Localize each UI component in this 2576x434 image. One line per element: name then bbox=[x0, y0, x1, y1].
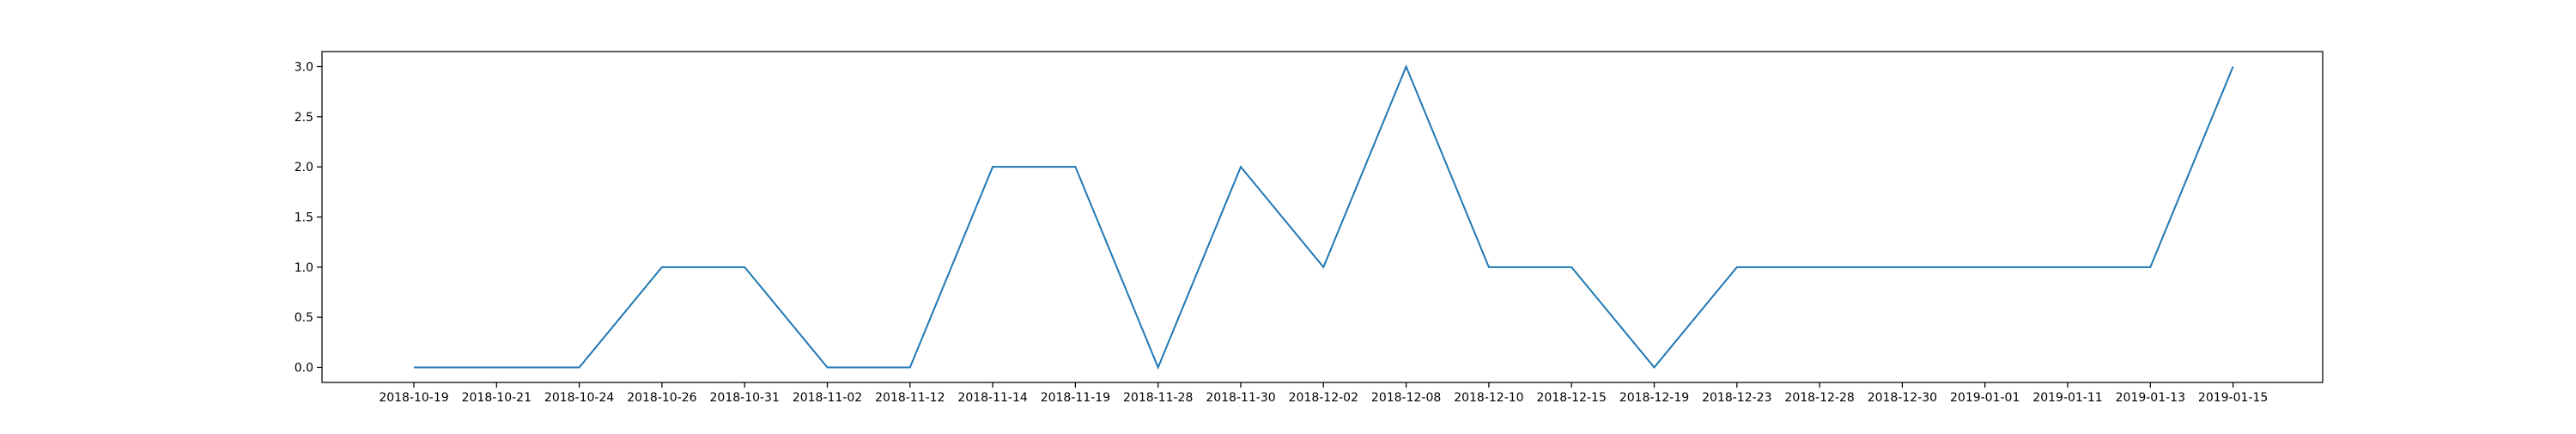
x-tick-label: 2018-11-30 bbox=[1206, 391, 1275, 405]
x-tick-label: 2018-10-19 bbox=[379, 391, 448, 405]
x-tick-label: 2018-12-28 bbox=[1784, 391, 1854, 405]
x-tick-label: 2018-11-19 bbox=[1041, 391, 1110, 405]
y-tick-label: 2.0 bbox=[295, 161, 313, 174]
x-tick-label: 2018-10-31 bbox=[710, 391, 780, 405]
plot-frame bbox=[322, 52, 2323, 382]
x-tick-label: 2018-12-08 bbox=[1371, 391, 1441, 405]
y-tick-label: 3.0 bbox=[295, 61, 313, 75]
x-tick-label: 2018-10-24 bbox=[544, 391, 614, 405]
x-tick-label: 2019-01-13 bbox=[2116, 391, 2185, 405]
x-axis: 2018-10-19 2018-10-21 2018-10-24 2018-10-26… bbox=[379, 382, 2268, 405]
y-tick-label: 0.0 bbox=[295, 362, 313, 376]
series-line bbox=[414, 67, 2233, 368]
series-layer bbox=[414, 66, 2233, 367]
y-tick-label: 0.5 bbox=[295, 311, 313, 325]
y-tick-label: 1.0 bbox=[295, 261, 313, 275]
x-tick-label: 2018-11-12 bbox=[875, 391, 945, 405]
x-tick-label: 2018-12-10 bbox=[1454, 391, 1523, 405]
x-tick-label: 2018-12-15 bbox=[1537, 391, 1607, 405]
x-tick-label: 2018-11-14 bbox=[957, 391, 1027, 405]
x-tick-label: 2018-11-28 bbox=[1123, 391, 1193, 405]
x-tick-label: 2018-11-02 bbox=[793, 391, 862, 405]
x-tick-label: 2018-12-19 bbox=[1619, 391, 1689, 405]
x-tick-label: 2018-12-30 bbox=[1868, 391, 1937, 405]
x-tick-label: 2019-01-15 bbox=[2198, 391, 2268, 405]
y-tick-label: 2.5 bbox=[295, 111, 313, 125]
y-axis: 0.0 0.5 1.0 1.5 2.0 2.5 3.0 bbox=[295, 61, 322, 376]
x-tick-label: 2019-01-01 bbox=[1950, 391, 2020, 405]
x-tick-label: 2018-12-23 bbox=[1702, 391, 1771, 405]
x-tick-label: 2018-12-02 bbox=[1289, 391, 1358, 405]
y-tick-label: 1.5 bbox=[295, 211, 313, 225]
x-tick-label: 2019-01-11 bbox=[2032, 391, 2102, 405]
x-tick-label: 2018-10-21 bbox=[462, 391, 532, 405]
x-tick-label: 2018-10-26 bbox=[627, 391, 696, 405]
